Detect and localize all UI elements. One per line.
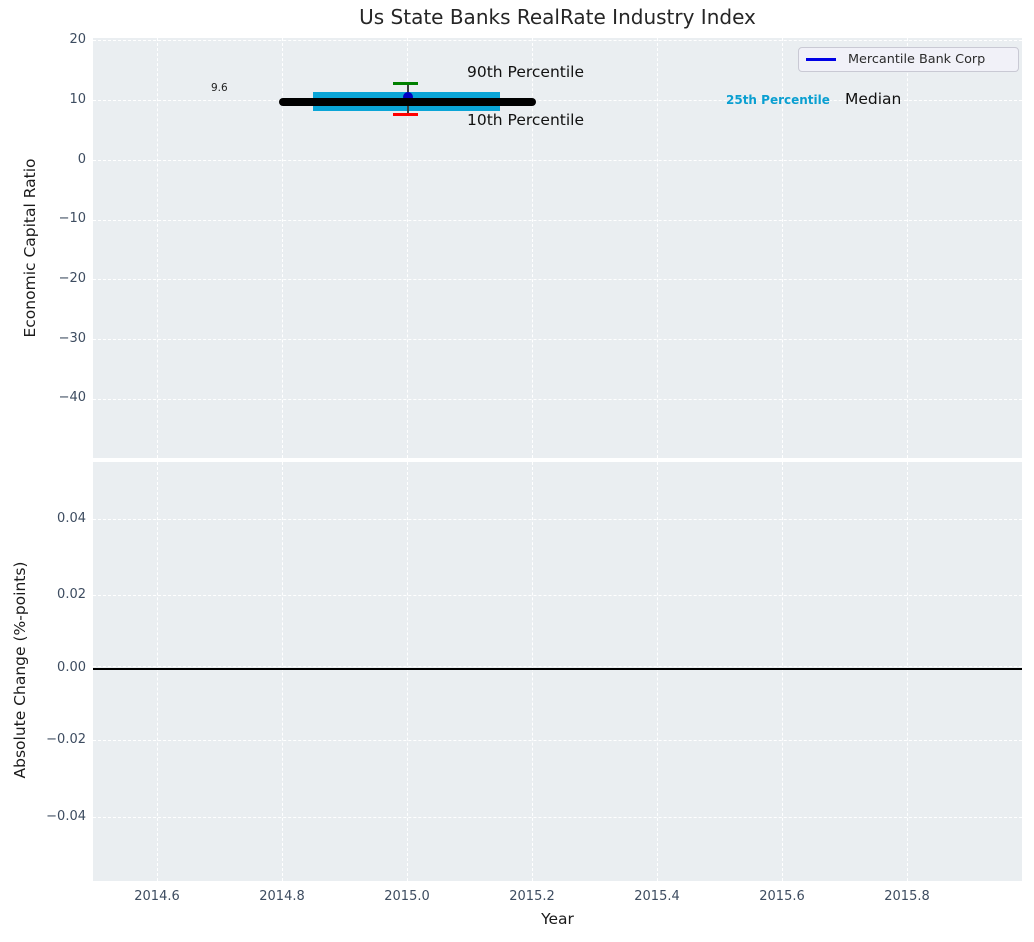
gridline-vertical xyxy=(407,462,408,881)
xtick-label: 2014.8 xyxy=(259,889,305,904)
gridline-horizontal xyxy=(93,159,1022,161)
x-axis-label: Year xyxy=(541,910,574,928)
ytick-label: −0.02 xyxy=(46,732,86,747)
gridline-horizontal xyxy=(93,40,1022,41)
percentile-25-annotation: 25th Percentile xyxy=(726,93,830,107)
ytick-label: −30 xyxy=(58,331,86,346)
gridline-vertical xyxy=(782,38,783,458)
ytick-label: 0.00 xyxy=(57,660,86,675)
gridline-horizontal xyxy=(93,100,1022,101)
percentile-10-annotation: 10th Percentile xyxy=(467,111,585,129)
ytick-label: −20 xyxy=(58,271,86,286)
gridline-vertical xyxy=(907,38,908,458)
percentile-10-cap xyxy=(393,113,418,116)
percentile-90-cap xyxy=(393,81,418,85)
ytick-label: 0.02 xyxy=(57,587,86,602)
gridline-horizontal xyxy=(93,398,1022,400)
xtick-label: 2015.2 xyxy=(509,889,555,904)
gridline-vertical xyxy=(532,462,533,881)
gridline-vertical xyxy=(157,462,158,881)
gridline-horizontal xyxy=(93,666,1022,667)
xtick-label: 2015.6 xyxy=(759,889,805,904)
legend: Mercantile Bank Corp xyxy=(798,47,1019,72)
median-annotation: Median xyxy=(845,90,902,108)
percentile-90-annotation: 90th Percentile xyxy=(467,63,585,81)
ytick-label: 0.04 xyxy=(57,511,86,526)
gridline-horizontal xyxy=(93,739,1022,741)
median-value-annotation: 9.6 xyxy=(211,82,228,94)
top-y-axis-label: Economic Capital Ratio xyxy=(21,158,39,338)
gridline-vertical xyxy=(282,38,283,458)
chart-title: Us State Banks RealRate Industry Index xyxy=(359,5,756,29)
ytick-label: 0 xyxy=(77,152,86,167)
gridline-vertical xyxy=(782,462,783,881)
gridline-vertical xyxy=(157,38,158,458)
ytick-label: −10 xyxy=(58,211,86,226)
legend-label: Mercantile Bank Corp xyxy=(848,52,986,67)
gridline-vertical xyxy=(282,462,283,881)
bottom-y-axis-label: Absolute Change (%-points) xyxy=(11,561,29,779)
legend-line-swatch xyxy=(806,58,836,61)
gridline-horizontal xyxy=(93,817,1022,818)
gridline-horizontal xyxy=(93,519,1022,520)
gridline-horizontal xyxy=(93,219,1022,221)
xtick-label: 2014.6 xyxy=(134,889,180,904)
ytick-label: −0.04 xyxy=(46,809,86,824)
ytick-label: −40 xyxy=(58,390,86,405)
ytick-label: 10 xyxy=(69,92,86,107)
gridline-horizontal xyxy=(93,594,1022,596)
mercantile-bank-corp-point xyxy=(403,92,413,102)
xtick-label: 2015.0 xyxy=(384,889,430,904)
xtick-label: 2015.4 xyxy=(634,889,680,904)
xtick-label: 2015.8 xyxy=(884,889,930,904)
gridline-horizontal xyxy=(93,338,1022,340)
median-line xyxy=(279,98,536,106)
top-axes: 9.6 90th Percentile 10th Percentile 25th… xyxy=(93,38,1022,458)
gridline-vertical xyxy=(407,38,408,458)
ytick-label: 20 xyxy=(69,32,86,47)
zero-baseline xyxy=(93,667,1022,670)
bottom-axes xyxy=(93,462,1022,881)
gridline-vertical xyxy=(657,38,658,458)
gridline-vertical xyxy=(532,38,533,458)
gridline-vertical xyxy=(657,462,658,881)
gridline-vertical xyxy=(907,462,908,881)
gridline-horizontal xyxy=(93,279,1022,280)
